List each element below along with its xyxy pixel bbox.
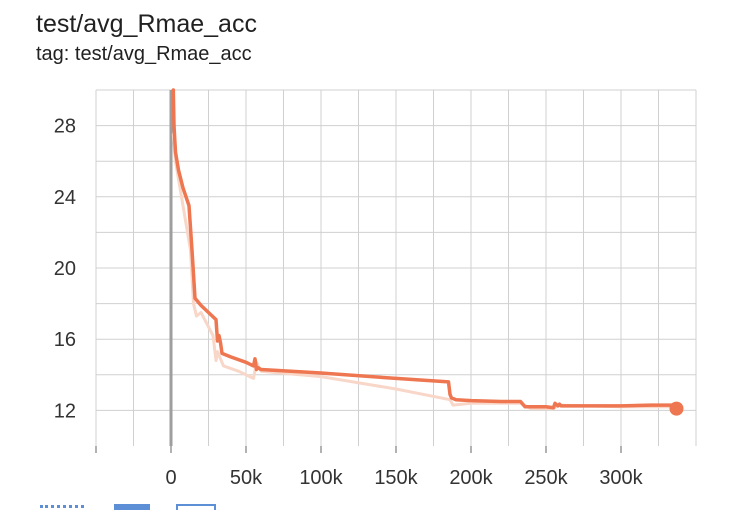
y-axis-ticks: 12 16 20 24 28 [54, 116, 76, 423]
x-axis-ticks: 0 50k 100k 150k 200k 250k 300k [95, 446, 644, 489]
x-tick-label: 250k [524, 467, 568, 489]
last-point-marker[interactable] [669, 401, 684, 416]
x-tick-label: 0 [165, 467, 176, 489]
smoothed-series [171, 88, 684, 416]
y-tick-label: 24 [54, 187, 76, 209]
x-tick-label: 300k [599, 467, 643, 489]
fit-domain-button[interactable] [40, 505, 84, 511]
chart-title: test/avg_Rmae_acc [36, 10, 257, 38]
x-tick-label: 200k [449, 467, 493, 489]
smoothed-line [171, 88, 679, 410]
y-tick-label: 12 [54, 400, 76, 422]
x-tick-label: 100k [299, 467, 343, 489]
expand-button[interactable] [176, 504, 216, 510]
raw-line [171, 133, 678, 411]
raw-series [171, 133, 678, 411]
chart-tag: tag: test/avg_Rmae_acc [36, 43, 252, 65]
y-tick-label: 16 [54, 329, 76, 351]
y-tick-label: 20 [54, 258, 76, 280]
grid [95, 89, 697, 446]
x-tick-label: 150k [374, 467, 418, 489]
x-tick-label: 50k [230, 467, 263, 489]
download-button[interactable] [114, 504, 150, 510]
y-tick-label: 28 [54, 116, 76, 138]
